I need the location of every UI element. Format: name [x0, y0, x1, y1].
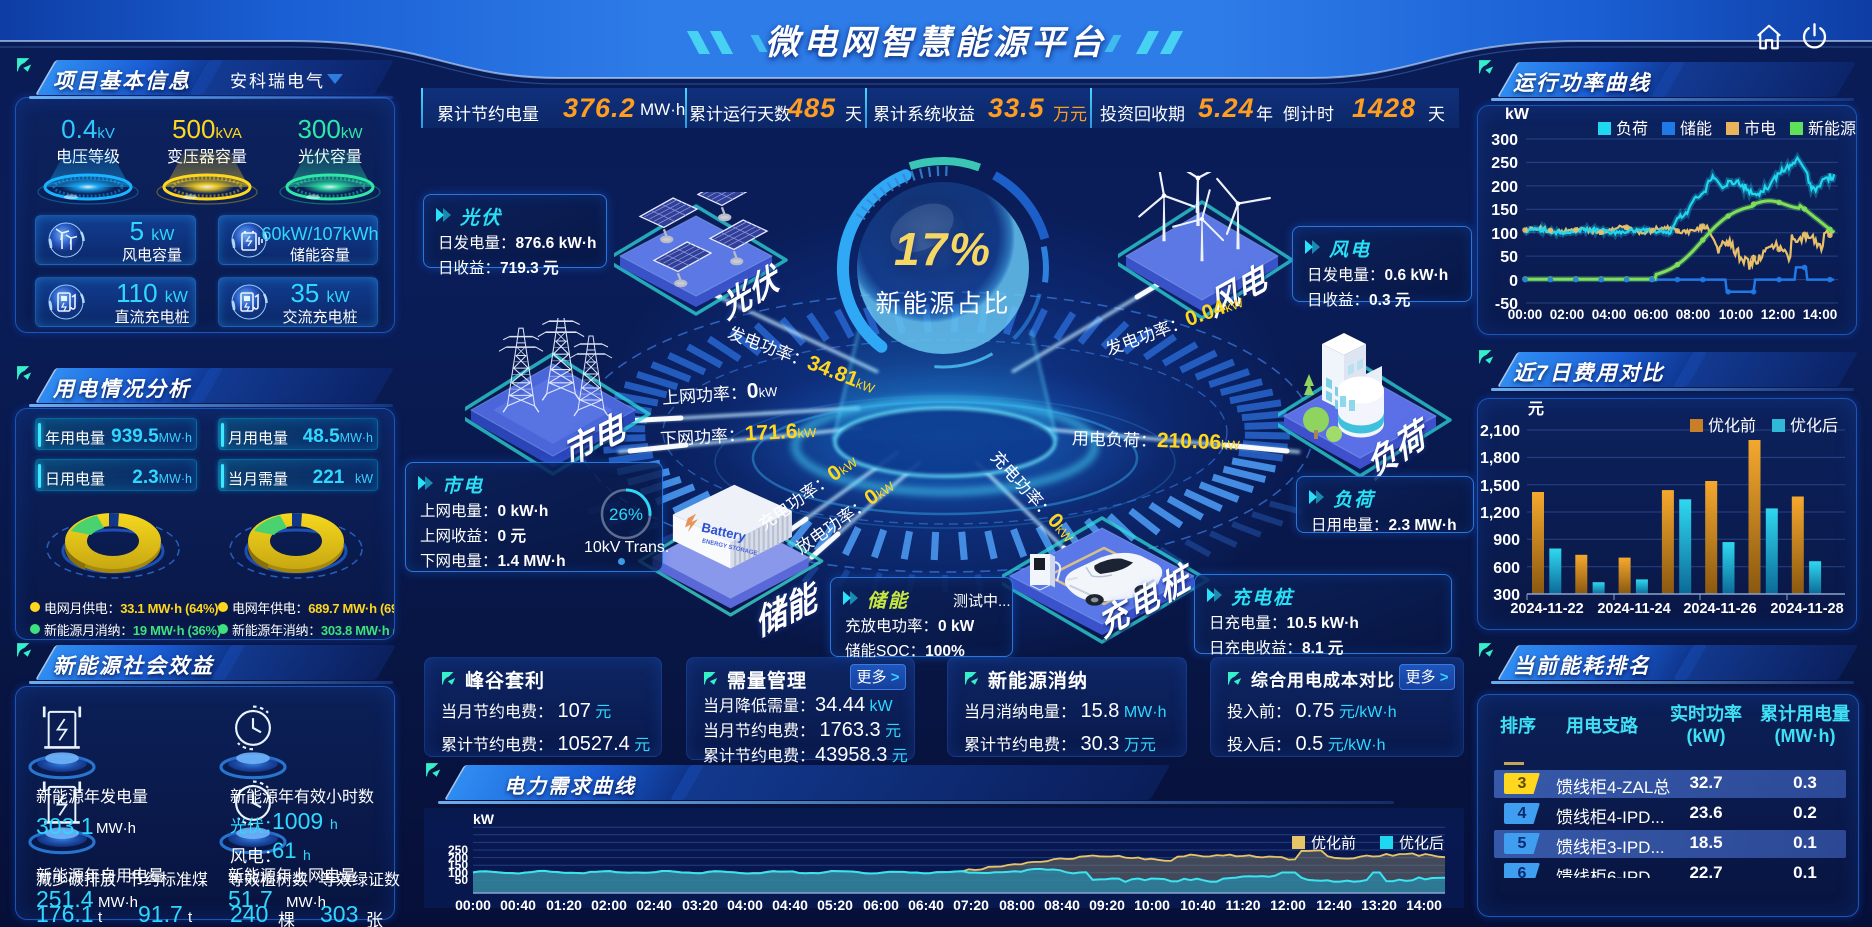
- svg-text:200: 200: [1491, 179, 1518, 196]
- svg-text:市电: 市电: [1744, 120, 1776, 138]
- svg-text:06:00: 06:00: [1634, 307, 1669, 322]
- svg-text:新能源: 新能源: [1808, 120, 1856, 138]
- svg-text:2024-11-22: 2024-11-22: [1510, 601, 1583, 617]
- svg-text:10:40: 10:40: [1180, 897, 1216, 913]
- svg-text:04:00: 04:00: [727, 897, 763, 913]
- svg-text:50: 50: [1500, 249, 1518, 266]
- svg-text:03:20: 03:20: [682, 897, 718, 913]
- svg-text:08:00: 08:00: [999, 897, 1035, 913]
- svg-text:-50: -50: [1495, 296, 1518, 313]
- svg-text:14:00: 14:00: [1803, 307, 1838, 322]
- svg-text:08:40: 08:40: [1044, 897, 1080, 913]
- svg-text:14:00: 14:00: [1406, 897, 1442, 913]
- svg-text:08:00: 08:00: [1676, 307, 1711, 322]
- svg-text:12:00: 12:00: [1270, 897, 1306, 913]
- svg-text:07:20: 07:20: [953, 897, 989, 913]
- svg-text:100: 100: [448, 866, 468, 880]
- svg-text:09:20: 09:20: [1089, 897, 1125, 913]
- svg-text:100: 100: [1491, 226, 1518, 243]
- svg-text:02:40: 02:40: [636, 897, 672, 913]
- svg-text:150: 150: [1491, 202, 1518, 219]
- svg-text:04:40: 04:40: [772, 897, 808, 913]
- svg-text:250: 250: [448, 843, 468, 857]
- svg-text:优化后: 优化后: [1399, 835, 1444, 852]
- svg-text:06:00: 06:00: [863, 897, 899, 913]
- svg-text:300: 300: [1493, 587, 1520, 604]
- svg-text:00:00: 00:00: [1508, 307, 1543, 322]
- svg-text:kW: kW: [1505, 106, 1530, 123]
- svg-text:2024-11-24: 2024-11-24: [1597, 601, 1670, 617]
- svg-text:00:40: 00:40: [500, 897, 536, 913]
- svg-text:250: 250: [1491, 155, 1518, 172]
- svg-text:05:20: 05:20: [817, 897, 853, 913]
- svg-text:02:00: 02:00: [591, 897, 627, 913]
- svg-text:优化前: 优化前: [1311, 835, 1356, 852]
- svg-text:02:00: 02:00: [1550, 307, 1585, 322]
- svg-text:优化前: 优化前: [1708, 417, 1756, 435]
- svg-text:06:40: 06:40: [908, 897, 944, 913]
- svg-text:900: 900: [1493, 532, 1520, 549]
- svg-text:10:00: 10:00: [1134, 897, 1170, 913]
- svg-text:200: 200: [448, 851, 468, 865]
- svg-text:04:00: 04:00: [1592, 307, 1627, 322]
- svg-text:1,800: 1,800: [1480, 450, 1520, 467]
- svg-text:优化后: 优化后: [1790, 417, 1838, 435]
- svg-text:kW: kW: [473, 811, 495, 827]
- svg-text:50: 50: [455, 873, 469, 887]
- svg-text:00:00: 00:00: [455, 897, 491, 913]
- svg-text:11:20: 11:20: [1225, 897, 1260, 913]
- svg-text:01:20: 01:20: [546, 897, 582, 913]
- svg-text:600: 600: [1493, 560, 1520, 577]
- svg-text:1,200: 1,200: [1480, 505, 1520, 522]
- svg-text:元: 元: [1528, 401, 1544, 418]
- svg-text:负荷: 负荷: [1616, 120, 1648, 138]
- svg-text:2024-11-26: 2024-11-26: [1683, 601, 1756, 617]
- svg-text:300: 300: [1491, 132, 1518, 149]
- svg-text:2024-11-28: 2024-11-28: [1770, 601, 1843, 617]
- svg-text:2,100: 2,100: [1480, 423, 1520, 440]
- svg-text:12:00: 12:00: [1761, 307, 1796, 322]
- svg-text:10:00: 10:00: [1719, 307, 1754, 322]
- svg-text:储能: 储能: [1680, 120, 1712, 138]
- svg-text:0: 0: [1509, 273, 1518, 290]
- svg-text:1,500: 1,500: [1480, 478, 1520, 495]
- svg-text:12:40: 12:40: [1316, 897, 1352, 913]
- svg-text:13:20: 13:20: [1361, 897, 1397, 913]
- svg-text:26%: 26%: [609, 505, 643, 524]
- svg-text:150: 150: [448, 858, 468, 872]
